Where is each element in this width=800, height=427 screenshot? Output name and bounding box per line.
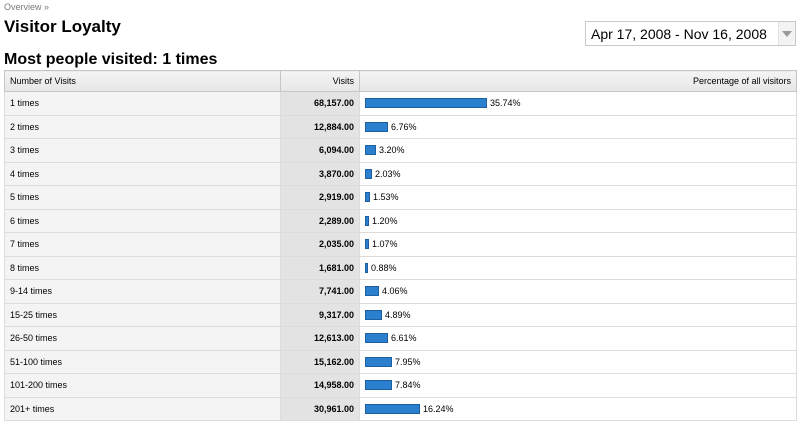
breadcrumb: Overview »: [4, 2, 49, 12]
percentage-text: 7.84%: [395, 380, 421, 391]
percentage-text: 7.95%: [395, 356, 421, 367]
row-visits: 14,958.00: [280, 373, 360, 398]
row-label: 7 times: [4, 232, 281, 257]
table-row: 2 times 12,884.00 6.76%: [4, 115, 797, 139]
column-header-percentage[interactable]: Percentage of all visitors: [359, 70, 797, 92]
percentage-bar: [365, 403, 420, 414]
row-visits: 12,884.00: [280, 115, 360, 139]
table-row: 6 times 2,289.00 1.20%: [4, 209, 797, 233]
row-visits: 6,094.00: [280, 138, 360, 163]
row-percentage-cell: 4.89%: [359, 303, 797, 327]
percentage-bar: [365, 333, 388, 344]
row-percentage-cell: 16.24%: [359, 397, 797, 421]
row-percentage-cell: 35.74%: [359, 91, 797, 116]
percentage-text: 4.06%: [382, 286, 408, 297]
column-header-visits[interactable]: Visits: [280, 70, 360, 92]
date-range-text: Apr 17, 2008 - Nov 16, 2008: [591, 25, 767, 42]
row-percentage-cell: 6.61%: [359, 326, 797, 351]
row-visits: 9,317.00: [280, 303, 360, 327]
row-visits: 3,870.00: [280, 162, 360, 186]
row-visits: 1,681.00: [280, 256, 360, 280]
table-row: 201+ times 30,961.00 16.24%: [4, 397, 797, 421]
table-row: 3 times 6,094.00 3.20%: [4, 138, 797, 163]
percentage-bar: [365, 121, 388, 132]
row-visits: 2,289.00: [280, 209, 360, 233]
percentage-text: 6.76%: [391, 121, 417, 132]
percentage-text: 2.03%: [375, 168, 401, 179]
percentage-text: 16.24%: [423, 403, 454, 414]
percentage-bar: [365, 168, 372, 179]
table-row: 26-50 times 12,613.00 6.61%: [4, 326, 797, 351]
row-visits: 15,162.00: [280, 350, 360, 374]
table-row: 51-100 times 15,162.00 7.95%: [4, 350, 797, 374]
row-label: 6 times: [4, 209, 281, 233]
page-subtitle: Most people visited: 1 times: [4, 51, 218, 68]
row-percentage-cell: 7.95%: [359, 350, 797, 374]
row-percentage-cell: 7.84%: [359, 373, 797, 398]
table-row: 4 times 3,870.00 2.03%: [4, 162, 797, 186]
percentage-bar: [365, 98, 487, 109]
percentage-text: 3.20%: [379, 145, 405, 156]
row-label: 9-14 times: [4, 279, 281, 304]
table-row: 15-25 times 9,317.00 4.89%: [4, 303, 797, 327]
table-row: 7 times 2,035.00 1.07%: [4, 232, 797, 257]
table-row: 5 times 2,919.00 1.53%: [4, 185, 797, 210]
row-visits: 12,613.00: [280, 326, 360, 351]
row-label: 1 times: [4, 91, 281, 116]
table-row: 101-200 times 14,958.00 7.84%: [4, 373, 797, 398]
row-label: 26-50 times: [4, 326, 281, 351]
percentage-bar: [365, 239, 369, 250]
table-row: 8 times 1,681.00 0.88%: [4, 256, 797, 280]
percentage-bar: [365, 309, 382, 320]
percentage-text: 4.89%: [385, 309, 411, 320]
row-label: 15-25 times: [4, 303, 281, 327]
row-visits: 2,035.00: [280, 232, 360, 257]
row-percentage-cell: 1.53%: [359, 185, 797, 210]
row-percentage-cell: 1.20%: [359, 209, 797, 233]
percentage-bar: [365, 262, 368, 273]
row-visits: 7,741.00: [280, 279, 360, 304]
percentage-text: 1.53%: [373, 192, 399, 203]
date-range-picker[interactable]: Apr 17, 2008 - Nov 16, 2008: [585, 21, 796, 46]
row-label: 2 times: [4, 115, 281, 139]
percentage-bar: [365, 286, 379, 297]
percentage-bar: [365, 145, 376, 156]
row-label: 201+ times: [4, 397, 281, 421]
page-title: Visitor Loyalty: [4, 17, 121, 36]
breadcrumb-overview-link[interactable]: Overview: [4, 2, 42, 12]
percentage-text: 6.61%: [391, 333, 417, 344]
row-label: 5 times: [4, 185, 281, 210]
row-visits: 30,961.00: [280, 397, 360, 421]
row-percentage-cell: 4.06%: [359, 279, 797, 304]
percentage-bar: [365, 356, 392, 367]
row-label: 3 times: [4, 138, 281, 163]
table-header-row: Number of Visits Visits Percentage of al…: [4, 70, 797, 92]
chevron-down-icon[interactable]: [778, 22, 795, 45]
percentage-bar: [365, 380, 392, 391]
row-visits: 2,919.00: [280, 185, 360, 210]
breadcrumb-separator: »: [44, 2, 50, 12]
visitor-loyalty-table: Number of Visits Visits Percentage of al…: [4, 70, 797, 421]
row-percentage-cell: 0.88%: [359, 256, 797, 280]
table-row: 1 times 68,157.00 35.74%: [4, 91, 797, 116]
percentage-bar: [365, 215, 369, 226]
row-visits: 68,157.00: [280, 91, 360, 116]
percentage-text: 0.88%: [371, 262, 397, 273]
row-percentage-cell: 1.07%: [359, 232, 797, 257]
table-row: 9-14 times 7,741.00 4.06%: [4, 279, 797, 304]
row-label: 8 times: [4, 256, 281, 280]
row-percentage-cell: 3.20%: [359, 138, 797, 163]
row-percentage-cell: 2.03%: [359, 162, 797, 186]
row-label: 4 times: [4, 162, 281, 186]
percentage-text: 1.20%: [372, 215, 398, 226]
row-label: 51-100 times: [4, 350, 281, 374]
row-percentage-cell: 6.76%: [359, 115, 797, 139]
column-header-number-of-visits[interactable]: Number of Visits: [4, 70, 281, 92]
percentage-text: 1.07%: [372, 239, 398, 250]
percentage-text: 35.74%: [490, 98, 521, 109]
percentage-bar: [365, 192, 370, 203]
row-label: 101-200 times: [4, 373, 281, 398]
